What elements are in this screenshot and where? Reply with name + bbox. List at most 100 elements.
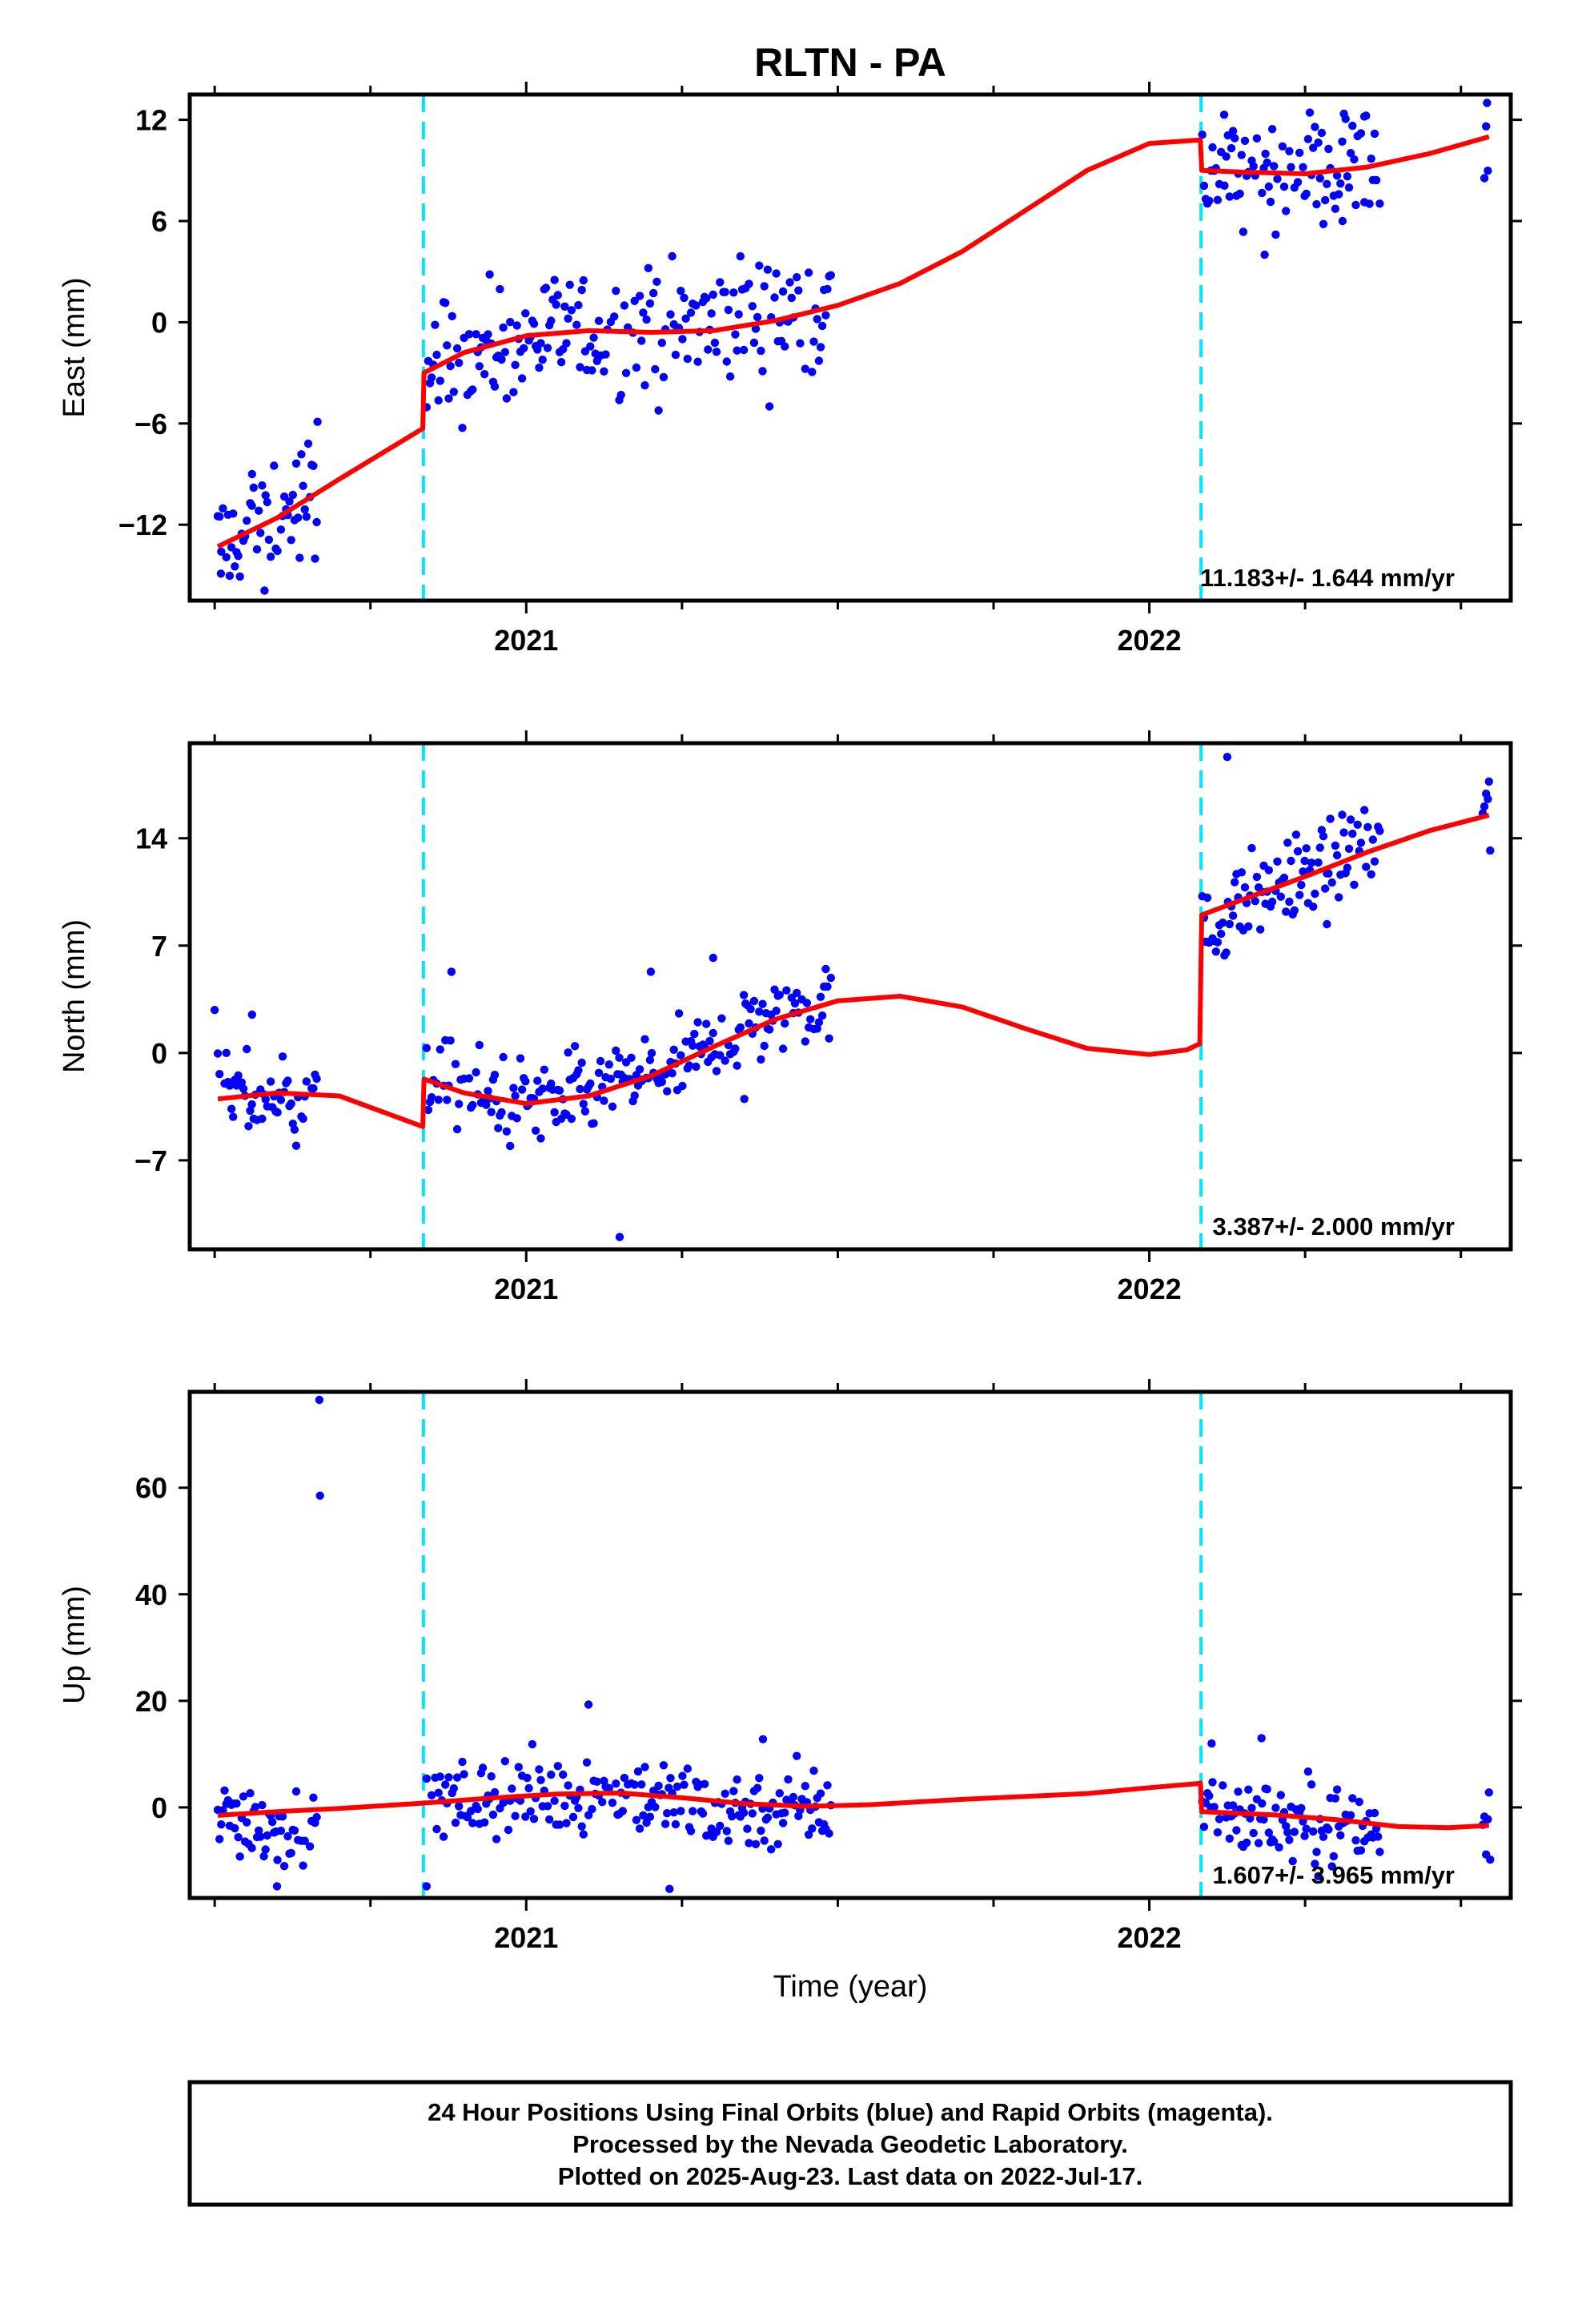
data-point: [302, 1077, 311, 1086]
data-point: [637, 336, 646, 345]
data-point: [1228, 127, 1238, 135]
data-point: [610, 312, 619, 321]
data-point: [452, 1124, 462, 1134]
data-point: [499, 1052, 508, 1062]
data-point: [757, 1826, 765, 1835]
data-point: [745, 279, 753, 288]
data-point: [1339, 828, 1348, 837]
y-tick-label: 20: [135, 1685, 167, 1718]
data-point: [757, 1055, 765, 1064]
data-point: [793, 1751, 801, 1760]
data-point: [545, 1815, 554, 1824]
data-point: [1258, 188, 1267, 198]
data-point: [533, 1076, 542, 1085]
data-point: [1208, 143, 1217, 152]
data-point: [311, 554, 319, 563]
data-point: [239, 1792, 248, 1801]
data-point: [290, 1826, 299, 1835]
data-point: [705, 1036, 714, 1046]
data-point: [1279, 873, 1289, 883]
data-point: [568, 1812, 578, 1822]
data-point: [567, 306, 576, 315]
data-point: [572, 320, 581, 329]
data-point: [1327, 878, 1336, 887]
data-point: [1356, 129, 1366, 138]
data-point: [816, 1789, 825, 1798]
data-point: [225, 1081, 235, 1090]
data-point: [725, 372, 735, 381]
data-point: [740, 1095, 749, 1104]
data-point: [620, 1773, 629, 1783]
data-point: [806, 1015, 815, 1024]
data-point: [215, 512, 224, 521]
data-point: [1346, 815, 1355, 824]
data-point: [782, 986, 791, 995]
data-point: [1368, 835, 1378, 844]
data-point: [213, 1049, 223, 1058]
data-point: [618, 1807, 627, 1815]
data-point: [823, 284, 832, 294]
velocity-rate-label: 11.183+/- 1.644 mm/yr: [1200, 564, 1455, 592]
data-point: [721, 287, 729, 296]
data-point: [1225, 192, 1235, 201]
data-point: [689, 1041, 697, 1050]
data-point: [1266, 197, 1275, 207]
data-point: [312, 1812, 321, 1822]
data-point: [758, 999, 767, 1008]
data-point: [543, 1802, 552, 1811]
data-point: [1270, 1837, 1279, 1846]
data-point: [521, 1077, 530, 1086]
data-point: [659, 1761, 669, 1770]
data-point: [784, 1775, 793, 1784]
data-point: [1324, 144, 1333, 154]
data-point: [635, 292, 644, 300]
data-point: [490, 1071, 500, 1080]
data-point: [621, 368, 631, 377]
data-point: [562, 1819, 571, 1827]
data-point: [500, 1757, 509, 1766]
data-point: [1356, 838, 1366, 847]
data-point: [1282, 1822, 1291, 1831]
data-point: [497, 355, 506, 364]
data-point: [576, 363, 584, 372]
data-point: [1480, 802, 1489, 811]
data-point: [220, 1786, 229, 1795]
data-point: [770, 293, 779, 302]
data-point: [531, 1126, 540, 1136]
data-point: [512, 321, 521, 330]
data-point: [1484, 1788, 1494, 1797]
data-point: [258, 481, 267, 490]
data-point: [1344, 183, 1354, 192]
data-point: [305, 1842, 315, 1851]
data-point: [536, 1775, 545, 1784]
data-point: [278, 1812, 287, 1821]
data-point: [825, 1034, 833, 1043]
data-point: [755, 1774, 764, 1783]
data-point: [215, 1835, 224, 1844]
data-point: [1353, 820, 1362, 830]
data-point: [731, 1044, 740, 1053]
data-point: [1252, 872, 1262, 882]
data-point: [739, 991, 749, 999]
data-point: [671, 1819, 681, 1829]
data-point: [594, 316, 604, 325]
data-point: [451, 1059, 460, 1068]
data-point: [770, 985, 779, 994]
data-point: [729, 1787, 738, 1795]
data-point: [1344, 844, 1354, 854]
data-point: [600, 367, 608, 376]
data-point: [1314, 858, 1323, 867]
data-point: [1314, 138, 1323, 147]
data-point: [528, 1739, 537, 1749]
data-point: [608, 1102, 617, 1112]
data-point: [244, 1122, 253, 1131]
data-point: [1336, 179, 1345, 188]
data-point: [739, 1808, 749, 1817]
data-point: [615, 1232, 624, 1241]
data-point: [1279, 182, 1289, 191]
data-point: [778, 1819, 788, 1827]
data-point: [814, 1018, 824, 1027]
data-point: [604, 1783, 613, 1793]
data-point: [588, 366, 596, 375]
